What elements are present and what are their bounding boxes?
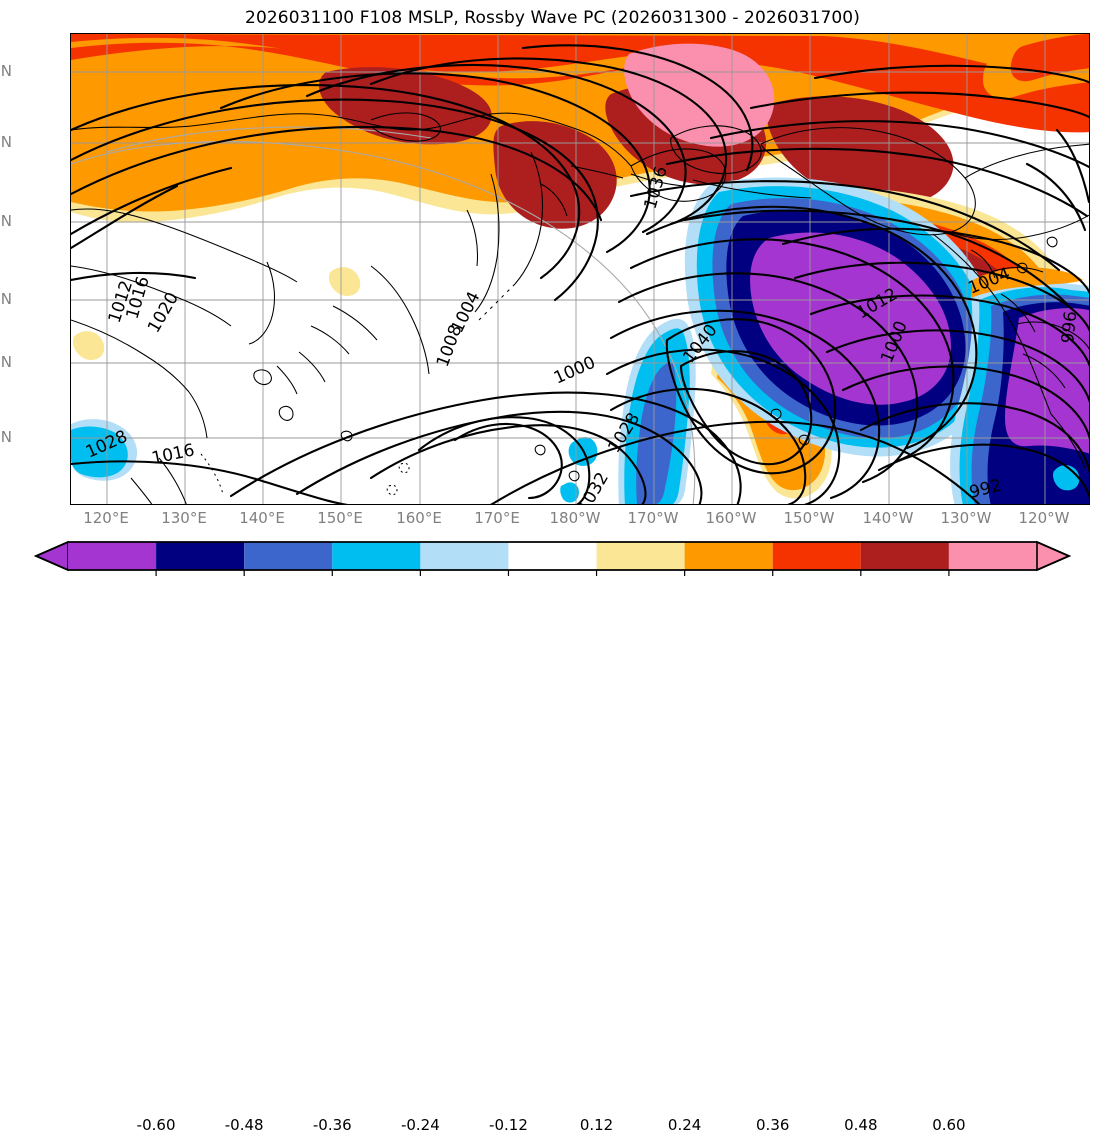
colorbar-segment-10 (948, 542, 1037, 570)
x-tick-label-180w: 180°W (549, 509, 601, 527)
pc-positive-speck-china (73, 331, 105, 360)
colorbar-segment-0 (68, 542, 157, 570)
y-tick-label-30n: 30°N (0, 353, 12, 371)
colorbar-segment-2 (244, 542, 333, 570)
pc-negative-purple-wna-core (1005, 308, 1089, 454)
colorbar-canvas (33, 540, 1072, 576)
contour-label-1000-wpac: 1000 (551, 353, 599, 389)
colorbar-tick-label-7: 0.36 (756, 1116, 790, 1134)
x-tick-label-150e: 150°E (317, 509, 363, 527)
x-tick-label-150w: 150°W (783, 509, 835, 527)
x-tick-label-120w: 120°W (1018, 509, 1070, 527)
colorbar-segment-5 (508, 542, 597, 570)
map-canvas: 1012 1016 1020 1028 1028 1032 1036 1040 … (71, 34, 1089, 504)
pc-positive-darkred-kamchatka (493, 121, 617, 229)
colorbar-segments (33, 540, 1072, 576)
colorbar-extend-max (1036, 540, 1071, 572)
x-tick-label-170e: 170°E (474, 509, 520, 527)
y-tick-label-40n: 40°N (0, 290, 12, 308)
colorbar-tick-label-4: -0.12 (489, 1116, 528, 1134)
graticule-layer (71, 34, 1089, 504)
pc-negative-cyan-island-2 (560, 482, 579, 503)
x-tick-label-140e: 140°E (239, 509, 285, 527)
colorbar-tick-label-8: 0.48 (844, 1116, 878, 1134)
x-tick-label-130w: 130°W (940, 509, 992, 527)
y-tick-label-70n: 70°N (0, 62, 12, 80)
colorbar-segment-9 (860, 542, 949, 570)
colorbar-extend-min (34, 540, 69, 572)
y-tick-label-20n: 20°N (0, 428, 12, 446)
colorbar-segment-4 (420, 542, 509, 570)
colorbar-tick-label-0: -0.60 (136, 1116, 176, 1134)
colorbar-tick-label-5: 0.12 (579, 1116, 614, 1134)
pc-positive-speck-japan (329, 267, 361, 296)
contour-label-996-npac: 996 (1058, 310, 1081, 344)
y-tick-label-60n: 60°N (0, 133, 12, 151)
colorbar-tick-label-9: 0.60 (932, 1116, 966, 1134)
colorbar-tick-label-6: 0.24 (667, 1116, 702, 1134)
colorbar-tick-label-3: -0.24 (400, 1116, 440, 1134)
x-tick-label-120e: 120°E (83, 509, 129, 527)
colorbar-segment-1 (156, 542, 245, 570)
pc-negative-cyan-taiwan (89, 430, 114, 454)
colorbar-tick-label-2: -0.36 (312, 1116, 352, 1134)
colorbar-segment-6 (596, 542, 685, 570)
colorbar-segment-7 (684, 542, 773, 570)
projection-circle (71, 126, 696, 504)
contour-label-1032-center: 1032 (574, 469, 613, 504)
x-tick-label-140w: 140°W (862, 509, 914, 527)
page-title: 2026031100 F108 MSLP, Rossby Wave PC (20… (245, 8, 860, 28)
colorbar[interactable]: -0.60 -0.48 -0.36 -0.24 -0.12 0.12 0.24 0.36 0.4… (0, 540, 1105, 1134)
x-tick-label-170w: 170°W (627, 509, 679, 527)
colorbar-outline (33, 541, 1072, 571)
mslp-contour-layer (71, 44, 1089, 504)
map-plot-area[interactable]: 1012 1016 1020 1028 1028 1032 1036 1040 … (70, 33, 1090, 505)
y-tick-label-50n: 50°N (0, 212, 12, 230)
colorbar-segment-8 (772, 542, 861, 570)
pc-positive-redorange-belt (71, 42, 1089, 133)
colorbar-segment-3 (332, 542, 421, 570)
x-tick-label-130e: 130°E (161, 509, 207, 527)
contour-label-1020-west: 1020 (144, 289, 183, 336)
colorbar-tick-label-1: -0.48 (224, 1116, 264, 1134)
contour-label-1004-wpac: 1004 (448, 289, 485, 337)
x-tick-label-160w: 160°W (705, 509, 757, 527)
x-tick-label-160e: 160°E (396, 509, 442, 527)
